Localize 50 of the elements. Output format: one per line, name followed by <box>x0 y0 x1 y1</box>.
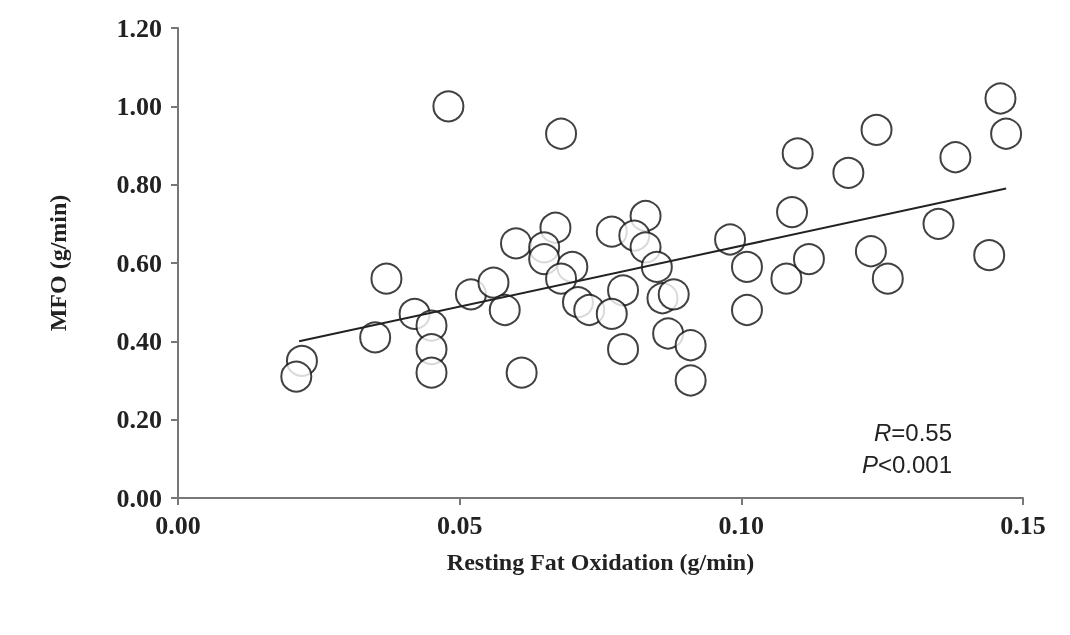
point <box>984 82 1017 115</box>
point <box>973 239 1006 272</box>
point <box>432 90 465 123</box>
point <box>781 137 814 170</box>
y-tick-label: 0.60 <box>116 248 162 278</box>
point <box>792 243 825 276</box>
y-tick-label: 1.00 <box>116 91 162 121</box>
point <box>359 321 392 354</box>
point <box>657 278 690 311</box>
x-tick-label: 0.15 <box>1000 510 1046 540</box>
point <box>854 235 887 268</box>
point <box>595 297 628 330</box>
point <box>415 356 448 389</box>
point <box>832 156 865 189</box>
point <box>652 317 685 350</box>
y-tick-label: 0.00 <box>116 483 162 513</box>
point <box>770 262 803 295</box>
y-tick-label: 0.80 <box>116 170 162 200</box>
point <box>370 262 403 295</box>
point <box>922 207 955 240</box>
point <box>939 141 972 174</box>
point <box>477 266 510 299</box>
point <box>674 329 707 362</box>
x-axis-title: Resting Fat Oxidation (g/min) <box>446 549 755 575</box>
point <box>505 356 538 389</box>
point <box>488 294 521 326</box>
annotation: R=0.55 <box>873 418 953 446</box>
point <box>640 250 673 283</box>
point <box>607 333 640 366</box>
point <box>731 294 763 326</box>
point <box>607 274 640 307</box>
point <box>990 117 1023 150</box>
x-tick-label: 0.05 <box>436 510 483 540</box>
point <box>860 113 893 146</box>
point <box>731 250 763 283</box>
point <box>776 196 809 229</box>
point <box>714 223 747 256</box>
x-tick-label: 0.00 <box>155 510 201 540</box>
point <box>871 262 904 295</box>
y-tick-label: 0.20 <box>116 405 162 435</box>
annotation: P<0.001 <box>861 450 952 478</box>
y-tick-label: 1.20 <box>116 13 162 43</box>
point <box>545 117 578 150</box>
point <box>528 243 561 276</box>
point <box>674 364 707 397</box>
y-axis-title: MFO (g/min) <box>45 194 71 332</box>
point <box>500 227 532 260</box>
y-tick-label: 0.40 <box>116 326 162 356</box>
point <box>280 360 313 393</box>
x-tick-label: 0.10 <box>718 510 765 540</box>
